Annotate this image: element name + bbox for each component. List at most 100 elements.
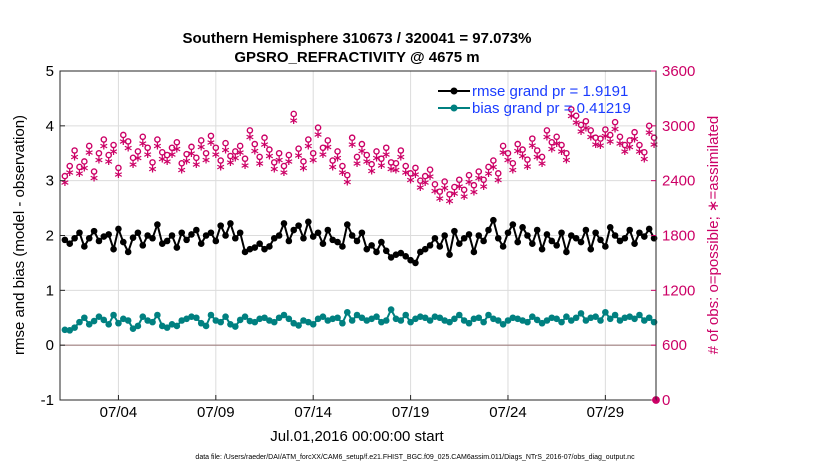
point-bias: [645, 314, 653, 322]
point-obs_assimilated: *: [509, 163, 517, 181]
point-rmse: [538, 245, 546, 253]
point-bias: [222, 313, 229, 320]
point-rmse: [602, 243, 609, 250]
point-obs_assimilated: *: [397, 151, 405, 169]
point-obs_assimilated: *: [309, 153, 317, 171]
point-rmse: [314, 229, 322, 237]
point-obs_assimilated: *: [475, 172, 483, 190]
point-obs_possible: [76, 163, 83, 171]
point-rmse: [95, 237, 103, 245]
y-right-tick-label: 600: [662, 337, 687, 354]
point-bias: [460, 317, 468, 324]
point-bias: [270, 318, 278, 326]
point-rmse: [256, 240, 263, 248]
point-bias: [485, 311, 492, 319]
point-obs_assimilated: *: [217, 161, 225, 179]
point-rmse: [592, 229, 599, 237]
point-obs_assimilated: *: [334, 152, 342, 170]
point-obs_possible: [134, 148, 142, 155]
point-rmse: [441, 232, 448, 239]
point-obs_assimilated: *: [236, 146, 244, 164]
point-obs_assimilated: *: [582, 121, 590, 139]
point-obs_assimilated: *: [407, 173, 415, 191]
point-obs_possible: [563, 149, 570, 157]
point-bias: [251, 318, 259, 326]
point-rmse: [71, 234, 78, 242]
point-obs_assimilated: *: [290, 114, 298, 132]
point-rmse: [90, 227, 98, 235]
point-bias: [236, 316, 244, 324]
point-obs_possible: [582, 117, 590, 125]
point-obs_possible: [373, 148, 380, 155]
point-obs_possible: [339, 162, 346, 170]
x-axis-ticks: 07/04 07/09 07/14 07/19 07/24 07/29: [100, 395, 624, 421]
point-rmse: [587, 245, 595, 253]
y-right-tick-label: 2400: [662, 173, 695, 190]
point-obs_assimilated: *: [100, 140, 108, 158]
point-obs_possible: [353, 153, 361, 161]
x-tick-label: 07/14: [294, 404, 332, 421]
point-obs_possible: [163, 151, 171, 159]
point-rmse: [324, 226, 332, 234]
point-rmse: [451, 227, 458, 235]
point-bias: [582, 317, 590, 324]
point-obs_assimilated: *: [485, 167, 493, 185]
point-bias: [81, 314, 88, 322]
point-obs_possible: [115, 164, 122, 172]
point-bias: [592, 313, 599, 320]
point-rmse: [280, 220, 288, 227]
point-obs_assimilated: *: [392, 163, 400, 181]
point-obs_possible: [280, 162, 288, 170]
point-bias: [100, 316, 108, 324]
point-bias: [76, 318, 83, 326]
point-obs_assimilated: *: [153, 140, 161, 158]
point-rmse: [251, 244, 259, 251]
point-obs_assimilated: *: [382, 148, 390, 166]
point-obs_assimilated: *: [212, 148, 220, 166]
y-tick-label: 3: [46, 173, 54, 190]
point-obs_possible: [470, 181, 478, 189]
point-bias: [636, 311, 643, 319]
point-bias: [149, 318, 156, 326]
point-bias: [387, 306, 395, 313]
point-obs_possible: [446, 191, 453, 198]
point-obs_possible: [158, 149, 166, 156]
point-rmse: [368, 242, 375, 249]
point-obs_possible: [460, 186, 468, 194]
point-obs_possible: [217, 157, 224, 164]
point-obs_assimilated: *: [119, 135, 127, 153]
point-obs_possible: [597, 135, 604, 142]
point-obs_possible: [417, 177, 424, 184]
point-rmse: [480, 237, 487, 245]
point-rmse: [188, 231, 195, 238]
point-obs_possible: [305, 136, 312, 143]
point-rmse: [475, 232, 483, 239]
y-right-tick-label: 1800: [662, 228, 695, 245]
point-obs_assimilated: *: [80, 162, 88, 180]
point-obs_possible: [334, 148, 341, 155]
point-obs_assimilated: *: [368, 164, 376, 182]
point-obs_assimilated: *: [543, 131, 551, 149]
point-bias: [499, 321, 507, 328]
point-obs_possible: [602, 126, 609, 133]
point-obs_assimilated: *: [441, 182, 449, 200]
point-obs_assimilated: *: [431, 184, 439, 202]
y-right-tick-label: 3600: [662, 63, 695, 80]
point-obs_possible: [105, 151, 112, 159]
point-rmse: [202, 232, 210, 239]
point-obs_possible: [324, 137, 332, 144]
point-bias: [280, 311, 288, 319]
point-bias: [334, 314, 341, 322]
point-rmse: [270, 234, 278, 242]
point-obs_possible: [455, 176, 463, 184]
point-obs_possible: [149, 159, 156, 166]
point-obs_possible: [368, 160, 375, 168]
point-bias: [348, 317, 356, 324]
point-rmse: [470, 248, 478, 256]
point-obs_assimilated: *: [76, 167, 84, 185]
point-rmse: [529, 240, 536, 248]
point-obs_assimilated: *: [436, 192, 444, 210]
point-obs_possible: [290, 110, 298, 118]
point-obs_possible: [412, 164, 419, 172]
point-obs_assimilated: *: [421, 176, 429, 194]
